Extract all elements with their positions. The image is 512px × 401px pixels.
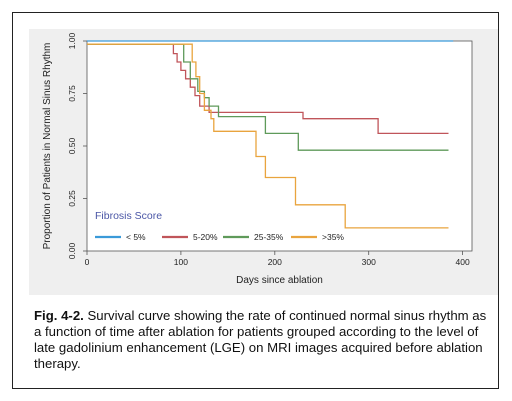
x-tick-label: 0 xyxy=(85,257,90,267)
series-line-4 xyxy=(87,43,449,229)
x-tick-label: 100 xyxy=(174,257,188,267)
legend-label: 5-20% xyxy=(193,232,218,242)
figure-caption: Fig. 4-2. Survival curve showing the rat… xyxy=(34,308,489,372)
legend-label: 25-35% xyxy=(254,232,284,242)
x-tick-label: 200 xyxy=(268,257,282,267)
y-tick-label: 1.00 xyxy=(67,32,77,49)
legend-label: < 5% xyxy=(126,232,146,242)
y-tick-label: 0.00 xyxy=(67,242,77,259)
x-axis-title: Days since ablation xyxy=(236,275,323,286)
caption-text: Survival curve showing the rate of conti… xyxy=(34,308,487,371)
y-tick-label: 0.75 xyxy=(67,85,77,102)
legend-label: >35% xyxy=(322,232,344,242)
y-tick-label: 0.25 xyxy=(67,190,77,207)
survival-chart: 0 100 200 300 400 0.00 0.25 0.50 0.75 1.00 Fibro… xyxy=(42,32,473,286)
x-tick-label: 300 xyxy=(362,257,376,267)
y-tick-label: 0.50 xyxy=(67,137,77,154)
plot-frame xyxy=(86,40,473,252)
chart-area: 0 100 200 300 400 0.00 0.25 0.50 0.75 1.00 Fibro… xyxy=(29,29,498,295)
series-line-2 xyxy=(87,43,449,135)
y-axis-title: Proportion of Patients in Normal Sinus R… xyxy=(42,43,53,250)
x-tick-label: 400 xyxy=(456,257,470,267)
legend-title: Fibrosis Score xyxy=(95,210,162,222)
caption-label: Fig. 4-2. xyxy=(34,308,84,323)
